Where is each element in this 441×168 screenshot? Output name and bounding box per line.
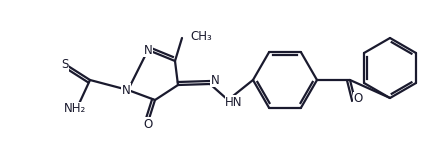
- Text: CH₃: CH₃: [190, 30, 212, 43]
- Text: HN: HN: [225, 95, 243, 109]
- Text: O: O: [143, 117, 153, 131]
- Text: O: O: [353, 93, 363, 106]
- Text: N: N: [144, 44, 153, 56]
- Text: N: N: [211, 74, 219, 87]
- Text: N: N: [122, 83, 131, 96]
- Text: NH₂: NH₂: [64, 102, 86, 116]
- Text: S: S: [61, 58, 69, 72]
